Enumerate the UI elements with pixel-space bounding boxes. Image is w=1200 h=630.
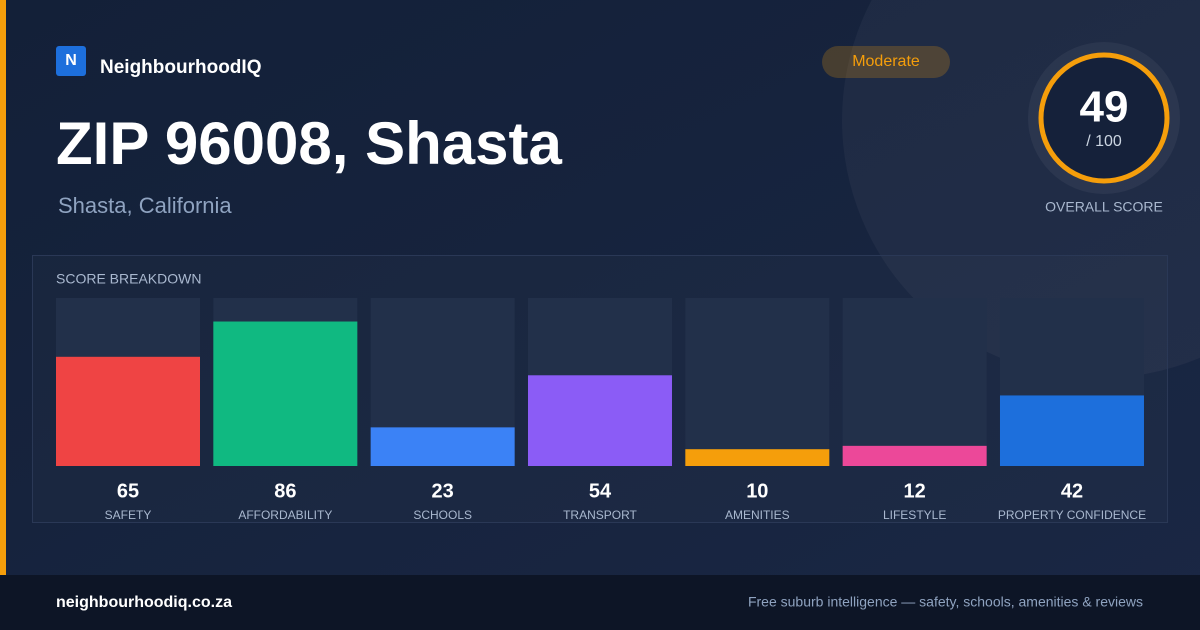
badge: [822, 46, 950, 78]
category-label: AFFORDABILITY: [238, 508, 332, 522]
score-label: OVERALL SCORE: [1045, 199, 1163, 215]
accent-stripe: [0, 0, 6, 575]
value-label: 10: [746, 480, 768, 502]
category-label: AMENITIES: [725, 508, 790, 522]
bar: [56, 356, 200, 466]
score-ring: [1038, 52, 1170, 184]
footer-tagline: Free suburb intelligence — safety, schoo…: [748, 594, 1143, 610]
value-label: 54: [589, 480, 612, 502]
category-label: PROPERTY CONFIDENCE: [998, 508, 1146, 522]
value-label: 65: [117, 480, 139, 502]
category-label: SCHOOLS: [413, 508, 472, 522]
category-label: SAFETY: [105, 508, 152, 522]
bar-track: [685, 298, 830, 466]
logo-letter: N: [65, 52, 77, 69]
bar: [213, 321, 358, 466]
subtitle: Shasta, California: [58, 193, 232, 218]
title: ZIP 96008, Shasta: [56, 110, 563, 177]
brand-name: NeighbourhoodIQ: [100, 57, 261, 78]
category-label: LIFESTYLE: [883, 508, 946, 522]
bar: [527, 375, 672, 466]
logo: [56, 46, 86, 76]
bar-track: [842, 298, 987, 466]
bar: [370, 427, 515, 466]
chart-title: SCORE BREAKDOWN: [56, 271, 201, 287]
value-label: 12: [904, 480, 926, 502]
score-value: 49: [1080, 83, 1129, 132]
bar: [685, 449, 830, 466]
value-label: 86: [274, 480, 296, 502]
badge-text: Moderate: [852, 53, 920, 70]
breakdown-panel: [32, 255, 1168, 523]
footer: [0, 575, 1200, 630]
footer-site: neighbourhoodiq.co.za: [56, 594, 232, 611]
score-max: / 100: [1086, 133, 1122, 150]
bar: [999, 395, 1144, 466]
value-label: 23: [432, 480, 454, 502]
value-label: 42: [1061, 480, 1083, 502]
bar: [842, 445, 987, 466]
category-label: TRANSPORT: [563, 508, 637, 522]
